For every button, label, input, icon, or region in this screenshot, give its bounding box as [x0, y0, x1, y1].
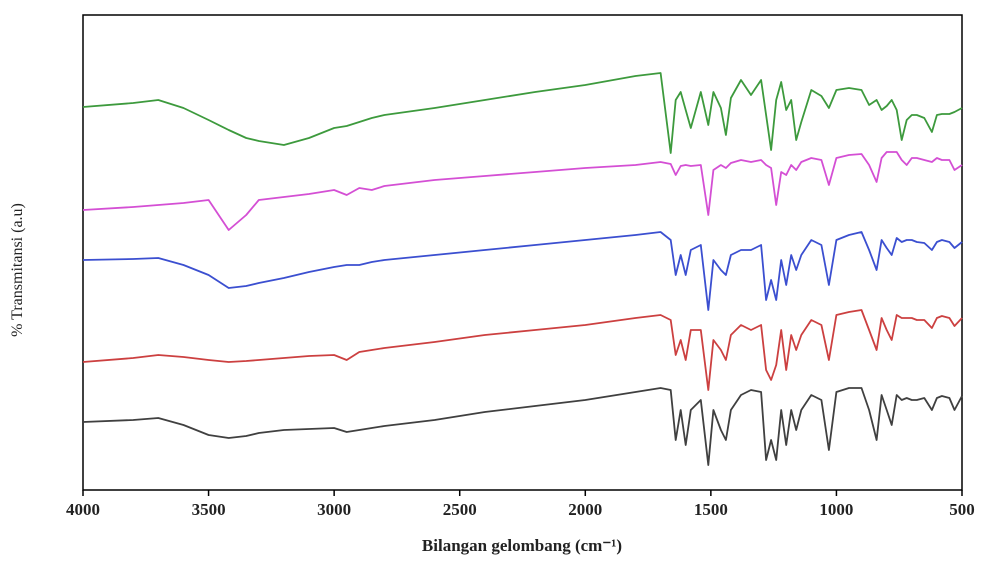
x-tick-label: 3000	[317, 500, 351, 519]
spectrum-line	[82, 151, 963, 231]
spectrum-line	[82, 231, 963, 311]
x-tick-label: 4000	[66, 500, 100, 519]
spectrum-line	[82, 72, 963, 154]
x-tick-label: 500	[949, 500, 975, 519]
x-axis-label: Bilangan gelombang (cm⁻¹)	[422, 536, 622, 555]
spectrum-line	[82, 309, 963, 391]
plot-frame	[82, 14, 963, 491]
spectrum-line	[82, 387, 963, 466]
x-tick-label: 3500	[192, 500, 226, 519]
x-tick-label: 1000	[819, 500, 853, 519]
x-tick-label: 1500	[694, 500, 728, 519]
x-tick-label: 2000	[568, 500, 602, 519]
x-tick-label: 2500	[443, 500, 477, 519]
y-axis-label: % Transmitansi (a.u)	[9, 203, 26, 337]
